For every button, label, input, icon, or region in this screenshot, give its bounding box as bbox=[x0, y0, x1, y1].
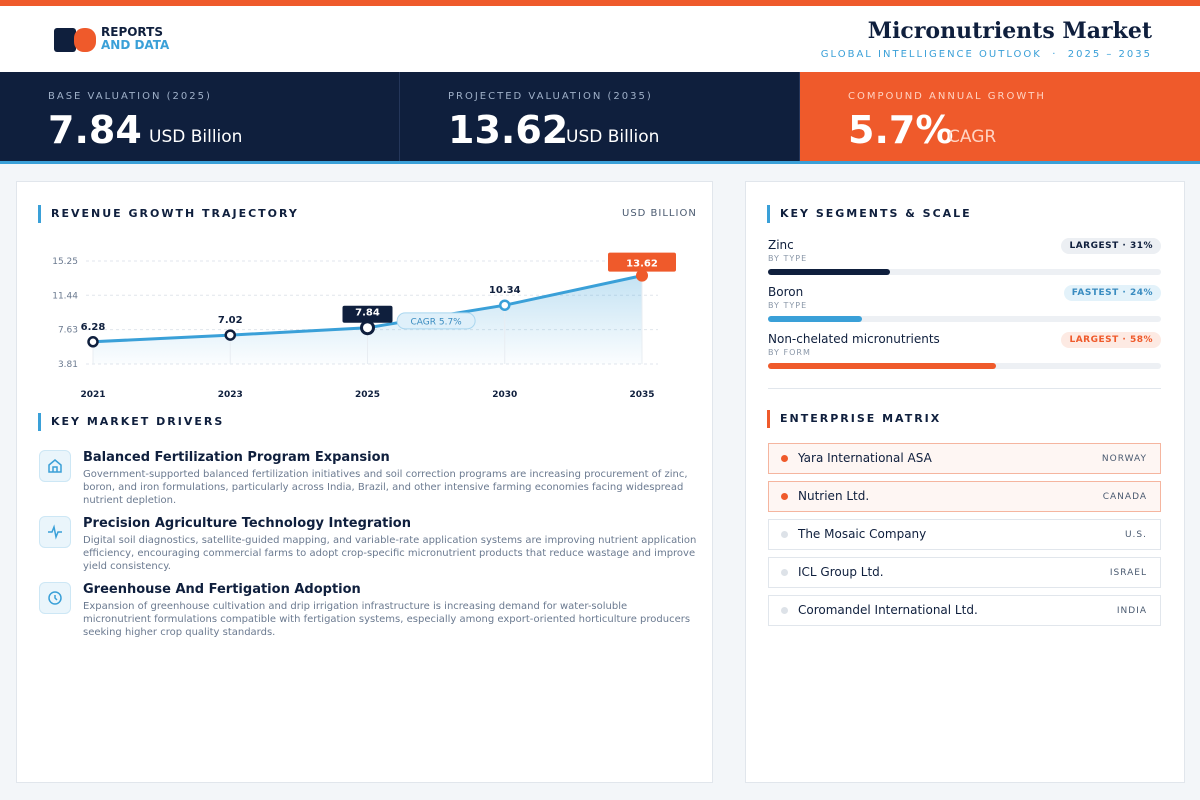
segment-group: BY TYPE bbox=[768, 254, 808, 263]
enterprise-dot bbox=[781, 455, 788, 462]
point bbox=[499, 299, 511, 311]
segment-badge: LARGEST · 31% bbox=[1061, 238, 1161, 254]
x-tick-label: 2025 bbox=[355, 390, 380, 400]
enterprise-name: Coromandel International Ltd. bbox=[798, 603, 978, 617]
segments-title: KEY SEGMENTS & SCALE bbox=[767, 205, 972, 223]
top-stripe bbox=[0, 0, 1200, 6]
y-tick-label: 3.81 bbox=[58, 360, 78, 370]
icon bbox=[48, 591, 62, 605]
data-label: 7.84 bbox=[355, 308, 380, 319]
kpi-unit: USD Billion bbox=[149, 127, 243, 147]
enterprise-row bbox=[768, 519, 1161, 550]
enterprise-name: The Mosaic Company bbox=[798, 527, 927, 541]
enterprise-dot bbox=[781, 493, 788, 500]
enterprise-row bbox=[768, 557, 1161, 588]
chart-title: REVENUE GROWTH TRAJECTORY bbox=[38, 205, 299, 223]
segment-bar bbox=[768, 363, 996, 369]
enterprise-country: INDIA bbox=[1116, 606, 1147, 616]
driver-icon bbox=[39, 516, 71, 548]
enterprise-row bbox=[768, 595, 1161, 626]
chart: 15.25 11.44 7.63 3.81 CAGR 5.7% 2021 6.28 2023 7… bbox=[52, 252, 676, 400]
logo-text: REPORTS AND DATA bbox=[101, 26, 169, 52]
segment-group: BY FORM bbox=[768, 348, 811, 357]
data-label: 10.34 bbox=[489, 285, 521, 296]
y-tick-label: 7.63 bbox=[58, 326, 78, 336]
segment-name: Non-chelated micronutrients bbox=[768, 332, 940, 346]
enterprise-dot bbox=[781, 607, 788, 614]
x-tick-label: 2035 bbox=[629, 390, 654, 400]
annotation: CAGR 5.7% bbox=[411, 317, 463, 327]
enterprise-name: Yara International ASA bbox=[798, 451, 932, 465]
x-tick-label: 2021 bbox=[80, 390, 105, 400]
kpi-box bbox=[400, 72, 800, 161]
kpi-box bbox=[800, 72, 1200, 161]
logo-mark bbox=[54, 28, 96, 52]
label-box bbox=[342, 305, 393, 323]
x-tick-label: 2030 bbox=[492, 390, 517, 400]
driver-text: Digital soil diagnostics, satellite-guid… bbox=[83, 535, 697, 572]
enterprise-dot bbox=[781, 569, 788, 576]
enterprise-name: Nutrien Ltd. bbox=[798, 489, 870, 503]
segment-badge: LARGEST · 58% bbox=[1061, 332, 1161, 348]
logo-top: REPORTS bbox=[101, 25, 163, 39]
annotation-box bbox=[396, 312, 476, 330]
driver-title: Precision Agriculture Technology Integra… bbox=[83, 516, 411, 531]
driver-title: Greenhouse And Fertigation Adoption bbox=[83, 582, 361, 597]
driver-text: Expansion of greenhouse cultivation and … bbox=[83, 601, 691, 638]
segment-name: Zinc bbox=[768, 238, 794, 252]
point bbox=[87, 336, 99, 348]
enterprise-name: ICL Group Ltd. bbox=[798, 565, 884, 579]
subtitle: GLOBAL INTELLIGENCE OUTLOOK · 2025 – 203… bbox=[820, 49, 1152, 60]
kpi-box bbox=[0, 72, 400, 161]
y-tick-label: 11.44 bbox=[52, 291, 78, 301]
data-label: 7.02 bbox=[218, 315, 243, 326]
icon bbox=[48, 459, 62, 473]
driver-title: Balanced Fertilization Program Expansion bbox=[83, 450, 390, 465]
kpi-label: COMPOUND ANNUAL GROWTH bbox=[848, 91, 1046, 102]
header: REPORTS AND DATA Micronutrients Market GL… bbox=[0, 6, 1200, 72]
enterprises-title: ENTERPRISE MATRIX bbox=[767, 410, 941, 428]
segment-bar bbox=[768, 269, 890, 275]
enterprise-dot bbox=[781, 531, 788, 538]
label-box bbox=[608, 252, 676, 272]
kpi-label: PROJECTED VALUATION (2035) bbox=[448, 91, 653, 102]
enterprise-country: ISRAEL bbox=[1109, 568, 1147, 578]
driver-icon bbox=[39, 450, 71, 482]
icon bbox=[48, 524, 62, 540]
y-tick-label: 15.25 bbox=[52, 257, 78, 267]
kpi-unit: USD Billion bbox=[566, 127, 660, 147]
segment-badge: FASTEST · 24% bbox=[1063, 285, 1161, 301]
drivers-title: KEY MARKET DRIVERS bbox=[38, 413, 224, 431]
driver-icon bbox=[39, 582, 71, 614]
kpi-value: 7.84 bbox=[48, 108, 142, 152]
kpi-label: BASE VALUATION (2025) bbox=[48, 91, 212, 102]
point bbox=[224, 329, 236, 341]
segment-group: BY TYPE bbox=[768, 301, 808, 310]
enterprise-country: CANADA bbox=[1102, 492, 1147, 502]
kpi-value: 13.62 bbox=[448, 108, 569, 152]
x-tick-label: 2023 bbox=[218, 390, 243, 400]
enterprise-row bbox=[768, 443, 1161, 474]
enterprise-row bbox=[768, 481, 1161, 512]
segment-bar bbox=[768, 316, 863, 322]
segment-track bbox=[768, 269, 1161, 275]
driver-text: Government-supported balanced fertilizat… bbox=[83, 469, 688, 506]
left-card bbox=[16, 181, 713, 783]
point bbox=[636, 269, 648, 282]
data-label: 6.28 bbox=[81, 322, 106, 333]
enterprise-country: U.S. bbox=[1124, 530, 1147, 540]
divider bbox=[768, 388, 1161, 389]
title: Micronutrients Market bbox=[867, 18, 1152, 44]
enterprise-country: NORWAY bbox=[1101, 454, 1147, 464]
data-label: 13.62 bbox=[626, 259, 658, 270]
unit-label: USD BILLION bbox=[622, 208, 697, 219]
segment-track bbox=[768, 316, 1161, 322]
logo-bottom: AND DATA bbox=[101, 38, 170, 52]
point bbox=[360, 320, 375, 336]
kpi-value: 5.7% bbox=[848, 108, 954, 152]
segment-name: Boron bbox=[768, 285, 804, 299]
kpi-unit: CAGR bbox=[948, 127, 997, 147]
